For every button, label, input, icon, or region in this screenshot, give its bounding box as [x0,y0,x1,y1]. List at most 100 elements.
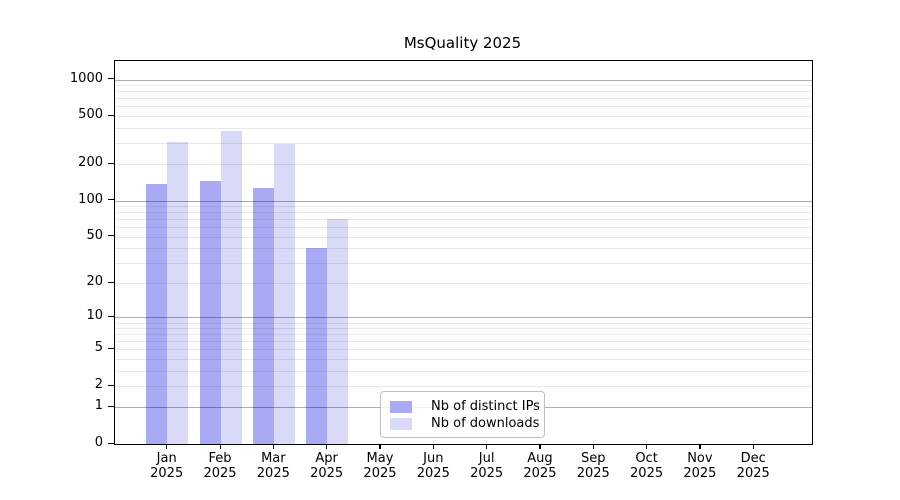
x-tick-year: 2025 [683,466,717,481]
x-tick-mark [486,444,488,450]
minor-gridline [115,334,812,336]
x-tick-month: Aug [527,451,553,466]
minor-gridline [115,206,812,207]
y-tick-label: 1 [94,398,103,414]
x-tick-month: Mar [261,451,286,466]
x-tick-label: Oct 2025 [615,451,679,481]
bar-downloads [327,219,349,444]
bar-downloads [220,131,242,444]
bar-downloads [167,141,189,444]
minor-gridline [115,359,812,361]
x-tick-mark [432,444,434,450]
minor-gridline [115,85,812,87]
y-tick-label: 2 [94,377,103,393]
minor-gridline [115,116,812,118]
bar-distinct-ips [306,248,328,444]
y-tick-mark [108,162,114,164]
y-tick-mark [108,442,114,444]
minor-gridline [115,322,812,324]
minor-gridline [115,212,812,214]
x-tick-year: 2025 [523,466,557,481]
x-tick-label: May 2025 [348,451,412,481]
x-tick-label: Nov 2025 [668,451,732,481]
x-tick-mark [379,444,381,450]
y-tick-label: 50 [86,227,103,243]
x-tick-label: Dec 2025 [721,451,785,481]
x-tick-label: Sep 2025 [561,451,625,481]
minor-gridline [115,91,812,93]
minor-gridline [115,164,812,166]
y-tick-label: 500 [78,107,103,123]
y-tick-mark [108,199,114,201]
y-tick-mark [108,114,114,116]
x-tick-label: Aug 2025 [508,451,572,481]
x-tick-label: Apr 2025 [295,451,359,481]
legend-swatch [390,400,412,413]
x-tick-month: Feb [208,451,232,466]
minor-gridline [115,236,812,238]
x-tick-mark [539,444,541,450]
y-tick-label: 100 [78,191,103,207]
minor-gridline [115,386,812,388]
x-tick-year: 2025 [150,466,184,481]
minor-gridline [115,328,812,330]
minor-gridline [115,227,812,229]
legend-swatch [390,417,412,430]
x-tick-label: Jul 2025 [455,451,519,481]
y-tick-label: 200 [78,155,103,171]
y-tick-mark [108,315,114,318]
y-tick-label: 0 [94,435,103,450]
x-tick-month: Jun [423,451,444,466]
major-gridline [115,200,812,202]
x-tick-year: 2025 [256,466,290,481]
legend-label: Nb of downloads [431,416,540,431]
legend-label: Nb of distinct IPs [431,399,540,414]
bar-downloads [273,143,295,444]
x-tick-year: 2025 [310,466,344,481]
y-tick-label: 5 [94,340,103,356]
x-tick-label: Feb 2025 [188,451,252,481]
bar-distinct-ips [146,183,168,444]
y-tick-mark [108,384,114,386]
minor-gridline [115,262,812,264]
plot-area: Nb of distinct IPs Nb of downloads [114,60,813,445]
y-tick-mark [108,78,114,80]
y-tick-mark [108,235,114,237]
minor-gridline [115,98,812,100]
x-tick-year: 2025 [630,466,664,481]
y-tick-mark [108,281,114,284]
x-tick-month: Nov [687,451,713,466]
minor-gridline [115,248,812,250]
minor-gridline [115,219,812,221]
y-tick-mark [108,405,114,408]
y-tick-label: 1000 [69,70,103,86]
bar-distinct-ips [199,181,221,444]
minor-gridline [115,349,812,351]
y-tick-mark [108,347,114,350]
x-tick-label: Jun 2025 [401,451,465,481]
x-tick-month: Sep [580,451,606,466]
x-tick-month: Apr [315,451,338,466]
y-tick-label: 20 [86,274,103,290]
x-tick-month: Dec [740,451,766,466]
major-gridline [115,79,812,81]
x-tick-month: Jul [478,451,495,466]
x-tick-month: May [366,451,394,466]
x-tick-label: Mar 2025 [241,451,305,481]
minor-gridline [115,283,812,285]
x-tick-year: 2025 [736,466,770,481]
chart-title: MsQuality 2025 [403,34,522,52]
major-gridline [115,317,812,319]
x-tick-year: 2025 [416,466,450,481]
x-tick-mark [646,444,648,450]
x-tick-month: Oct [635,451,658,466]
x-tick-mark [699,444,701,450]
x-tick-year: 2025 [470,466,504,481]
x-tick-mark [166,444,168,450]
legend-row: Nb of distinct IPs [390,399,540,414]
x-tick-year: 2025 [363,466,397,481]
minor-gridline [115,341,812,343]
legend-row: Nb of downloads [390,416,539,431]
minor-gridline [115,142,812,144]
